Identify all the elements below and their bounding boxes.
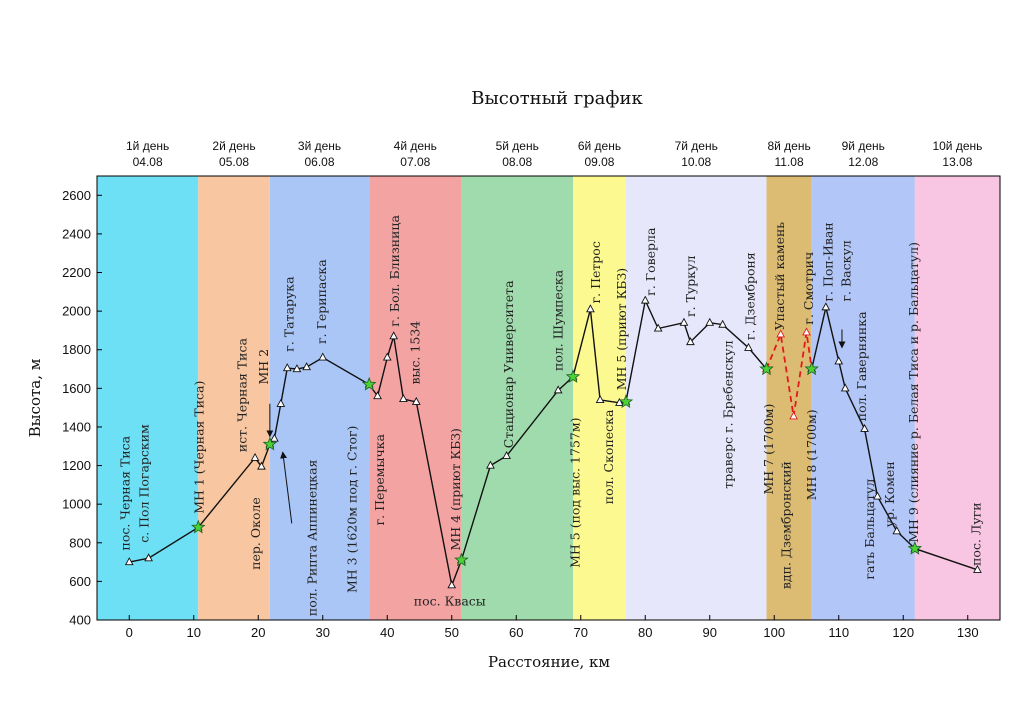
day-date: 05.08 bbox=[219, 155, 249, 169]
annotation-label: г. Татарука bbox=[282, 276, 297, 352]
x-tick-label: 120 bbox=[892, 625, 914, 640]
x-tick-label: 20 bbox=[251, 625, 265, 640]
day-label: 9й день bbox=[842, 139, 885, 153]
annotation-label: вдп. Дзембронский bbox=[778, 461, 793, 589]
annotation-label: г. Поп-Иван bbox=[820, 222, 835, 301]
x-tick-label: 0 bbox=[126, 625, 133, 640]
y-tick-label: 2000 bbox=[62, 304, 91, 319]
day-date: 04.08 bbox=[133, 155, 163, 169]
x-tick-label: 80 bbox=[638, 625, 652, 640]
day-date: 08.08 bbox=[502, 155, 532, 169]
annotation-label: г. Говерла bbox=[643, 227, 658, 296]
day-date: 11.08 bbox=[775, 155, 804, 169]
annotation-label: Стационар Университета bbox=[501, 280, 516, 448]
annotation-label: МН 2 bbox=[256, 349, 271, 385]
y-tick-label: 2400 bbox=[62, 226, 91, 241]
elevation-chart: 1й день 04.08 2й день 05.08 3й день 06.08 4й д… bbox=[0, 0, 1024, 723]
day-label: 7й день bbox=[675, 139, 718, 153]
annotation-label: гать Бальцатул bbox=[862, 479, 877, 580]
y-axis-label: Высота, м bbox=[26, 358, 44, 437]
annotation-label: МН 7 (1700м) bbox=[761, 404, 776, 495]
day-band bbox=[369, 176, 461, 620]
x-axis-label: Расстояние, км bbox=[488, 653, 610, 671]
annotation-label: г. Смотрич bbox=[801, 252, 816, 325]
y-tick-label: 2200 bbox=[62, 265, 91, 280]
x-tick-label: 40 bbox=[380, 625, 394, 640]
annotation-label: пос. Луги bbox=[969, 502, 984, 565]
day-label: 4й день bbox=[394, 139, 437, 153]
y-tick-label: 1800 bbox=[62, 342, 91, 357]
day-label: 8й день bbox=[767, 139, 810, 153]
day-label: 6й день bbox=[578, 139, 621, 153]
day-date: 09.08 bbox=[584, 155, 614, 169]
x-tick-label: 30 bbox=[316, 625, 330, 640]
annotation-label: г. Дземброня bbox=[742, 252, 757, 340]
annotation-label: МН 9 (слияние р. Белая Тиса и р. Бальцат… bbox=[906, 242, 921, 543]
y-tick-label: 1400 bbox=[62, 419, 91, 434]
annotation-label: г. Бол. Близница bbox=[387, 215, 402, 327]
y-tick-label: 2600 bbox=[62, 188, 91, 203]
annotation-label: г. Герипаска bbox=[314, 259, 329, 344]
annotation-label: пол. Скопеска bbox=[601, 409, 616, 504]
annotation-label: МН 3 (1620м под г. Стог) bbox=[344, 426, 359, 593]
day-date: 06.08 bbox=[305, 155, 335, 169]
annotation-label: пер. Околе bbox=[248, 497, 263, 570]
day-band bbox=[461, 176, 573, 620]
x-tick-label: 110 bbox=[828, 625, 849, 640]
annotation-label: г. Туркул bbox=[683, 256, 698, 317]
annotation-label: пол. Шумпеска bbox=[551, 269, 566, 371]
annotation-label: г. Перемычка bbox=[372, 433, 387, 525]
annotation-label: г. Петрос bbox=[588, 241, 603, 303]
annotation-label: МН 8 (1700м) bbox=[804, 409, 819, 500]
day-label: 3й день bbox=[298, 139, 341, 153]
day-date: 13.08 bbox=[942, 155, 972, 169]
x-tick-label: 50 bbox=[445, 625, 459, 640]
annotation-label: Упастый камень bbox=[772, 222, 787, 331]
x-tick-label: 90 bbox=[703, 625, 717, 640]
annotation-label: г. Васкул bbox=[838, 240, 853, 301]
x-tick-label: 70 bbox=[574, 625, 588, 640]
annotation-label: выс. 1534 bbox=[408, 321, 423, 385]
x-tick-label: 10 bbox=[187, 625, 201, 640]
annotation-label: ист. Черная Тиса bbox=[235, 338, 250, 453]
annotation-label: траверс г. Бребенскул bbox=[720, 340, 735, 488]
annotation-label: с. Пол Погарским bbox=[137, 424, 152, 543]
day-label: 5й день bbox=[496, 139, 539, 153]
y-tick-label: 1200 bbox=[62, 458, 91, 473]
annotation-label: пол. Рипта Аппинецкая bbox=[304, 459, 319, 616]
y-tick-label: 400 bbox=[69, 613, 91, 628]
annotation-label: МН 4 (приют КБЗ) bbox=[448, 428, 463, 550]
x-tick-label: 100 bbox=[763, 625, 785, 640]
day-label: 2й день bbox=[212, 139, 255, 153]
day-band bbox=[97, 176, 198, 620]
y-tick-label: 1000 bbox=[62, 497, 91, 512]
day-date: 10.08 bbox=[681, 155, 711, 169]
y-tick-label: 600 bbox=[69, 574, 91, 589]
day-date: 12.08 bbox=[848, 155, 878, 169]
annotation-label: пос. Квасы bbox=[414, 594, 486, 609]
day-label: 10й день bbox=[932, 139, 982, 153]
day-label: 1й день bbox=[126, 139, 169, 153]
x-tick-label: 60 bbox=[509, 625, 523, 640]
day-date: 07.08 bbox=[400, 155, 430, 169]
chart-title: Высотный график bbox=[471, 88, 643, 109]
annotation-label: пол. Гавернянка bbox=[854, 311, 869, 421]
y-tick-label: 1600 bbox=[62, 381, 91, 396]
y-tick-label: 800 bbox=[69, 535, 91, 550]
x-tick-label: 130 bbox=[957, 625, 979, 640]
annotation-label: МН 1 (Черная Тиса) bbox=[191, 381, 206, 514]
annotation-label: МН 5 (под выс. 1757м) bbox=[568, 418, 583, 568]
annotation-label: ур. Комен bbox=[882, 461, 897, 527]
annotation-label: МН 5 (приют КБЗ) bbox=[614, 268, 629, 390]
annotation-label: пос. Черная Тиса bbox=[117, 435, 132, 550]
